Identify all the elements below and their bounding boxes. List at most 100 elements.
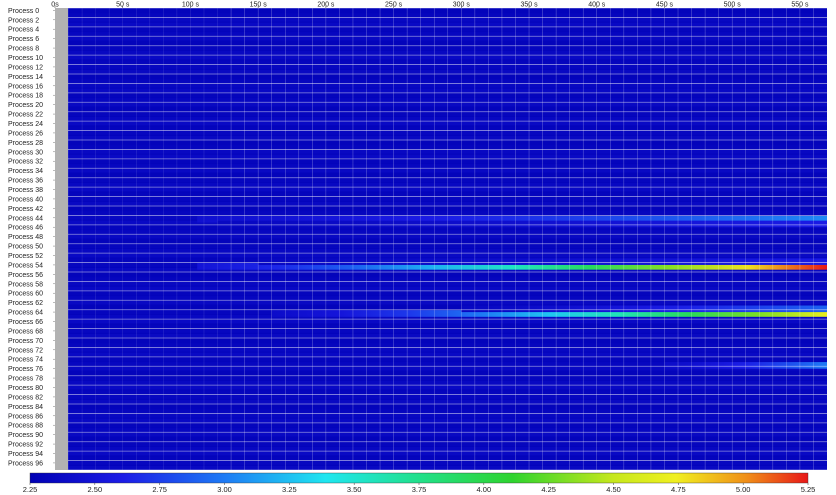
heatmap-row <box>68 22 827 27</box>
x-tick-label: 550 s <box>791 2 809 9</box>
heatmap-row <box>68 55 827 60</box>
y-tick-label: Process 16 <box>8 83 43 90</box>
heatmap-row <box>68 399 827 404</box>
heatmap-row <box>68 173 827 178</box>
y-tick-label: Process 86 <box>8 413 43 420</box>
heatmap-row <box>68 347 827 352</box>
y-tick-label: Process 44 <box>8 215 43 222</box>
y-tick-label: Process 36 <box>8 178 43 185</box>
heatmap-row <box>68 234 827 239</box>
heatmap-row <box>68 32 827 36</box>
y-tick-label: Process 32 <box>8 159 43 166</box>
y-tick-label: Process 22 <box>8 112 43 119</box>
heatmap-row <box>68 65 827 69</box>
heatmap-row <box>68 456 827 461</box>
y-tick-label: Process 66 <box>8 319 43 326</box>
heatmap-row <box>68 211 827 215</box>
heatmap-row <box>68 338 827 343</box>
heatmap-row <box>68 168 827 173</box>
heatmap-row <box>68 13 827 17</box>
heatmap-hot-row <box>271 310 827 317</box>
x-tick-label: 400 s <box>588 2 606 9</box>
heatmap-row <box>68 376 827 380</box>
heatmap-row <box>68 352 827 357</box>
heatmap-row <box>68 164 827 168</box>
y-tick-label: Process 14 <box>8 74 43 81</box>
heatmap-row <box>68 300 827 305</box>
heatmap-row <box>68 112 827 116</box>
heatmap-row <box>68 343 827 347</box>
x-tick-label: 0s <box>51 2 59 9</box>
heatmap-row <box>68 69 827 74</box>
colorbar-tick-label: 3.50 <box>347 485 362 494</box>
y-axis: Process 0 Process 2 Process 4 Process 6 Proc… <box>8 8 55 467</box>
y-tick-label: Process 52 <box>8 253 43 260</box>
heatmap-row <box>68 333 827 338</box>
heatmap-row <box>68 239 827 244</box>
y-tick-label: Process 30 <box>8 149 43 156</box>
y-tick-label: Process 42 <box>8 206 43 213</box>
heatmap-row <box>68 178 827 182</box>
heatmap-row <box>68 371 827 376</box>
y-tick-label: Process 4 <box>8 27 39 34</box>
heatmap-row <box>68 272 827 277</box>
y-tick-label: Process 46 <box>8 225 43 232</box>
heatmap-gap <box>55 8 68 470</box>
heatmap-row <box>68 83 827 88</box>
heatmap-hot-row <box>197 215 828 223</box>
y-tick-label: Process 28 <box>8 140 43 147</box>
y-tick-label: Process 10 <box>8 55 43 62</box>
heatmap-row <box>68 8 827 13</box>
y-tick-label: Process 56 <box>8 272 43 279</box>
x-tick-label: 450 s <box>656 2 674 9</box>
y-tick-label: Process 94 <box>8 451 43 458</box>
heatmap-row <box>68 380 827 385</box>
heatmap-row <box>68 446 827 451</box>
x-tick-label: 150 s <box>250 2 268 9</box>
heatmap-row <box>68 461 827 465</box>
heatmap-row <box>68 102 827 107</box>
heatmap-hot-row <box>664 362 827 369</box>
heatmap-hot-row <box>197 263 828 270</box>
heatmap-row <box>68 413 827 418</box>
colorbar-tick-label: 2.25 <box>23 485 38 494</box>
y-tick-label: Process 88 <box>8 423 43 430</box>
heatmap-row <box>68 206 827 211</box>
colorbar-tick-label: 4.00 <box>477 485 492 494</box>
heatmap-row <box>68 465 827 470</box>
heatmap-row <box>68 116 827 121</box>
x-tick-label: 500 s <box>724 2 742 9</box>
colorbar-tick-label: 3.25 <box>282 485 297 494</box>
y-tick-label: Process 74 <box>8 357 43 364</box>
y-tick-label: Process 68 <box>8 328 43 335</box>
y-tick-label: Process 38 <box>8 187 43 194</box>
colorbar-tick-label: 3.75 <box>412 485 427 494</box>
heatmap-row <box>68 366 827 371</box>
x-tick-label: 100 s <box>182 2 200 9</box>
heatmap-row <box>68 36 827 41</box>
y-tick-label: Process 26 <box>8 130 43 137</box>
x-tick-label: 50 s <box>116 2 130 9</box>
heatmap-row <box>68 432 827 437</box>
heatmap-row <box>68 135 827 140</box>
heatmap-row <box>68 41 827 46</box>
y-tick-label: Process 48 <box>8 234 43 241</box>
y-tick-label: Process 58 <box>8 281 43 288</box>
heatmap-row <box>68 126 827 131</box>
heatmap-row <box>68 46 827 50</box>
heatmap-row <box>68 357 827 362</box>
heatmap-row <box>68 159 827 164</box>
y-tick-label: Process 64 <box>8 310 43 317</box>
colorbar-tick-label: 3.00 <box>217 485 232 494</box>
heatmap-row <box>68 395 827 399</box>
heatmap-row <box>68 329 827 333</box>
x-tick-label: 350 s <box>520 2 538 9</box>
heatmap-hot-row <box>217 220 828 228</box>
colorbar-tick-label: 2.50 <box>88 485 103 494</box>
heatmap-row <box>68 409 827 413</box>
colorbar: 2.25 2.50 2.75 3.00 3.25 3.50 3.75 4.00 4.25 4.50… <box>23 472 815 494</box>
heatmap-row <box>68 305 827 310</box>
heatmap-row <box>68 281 827 286</box>
